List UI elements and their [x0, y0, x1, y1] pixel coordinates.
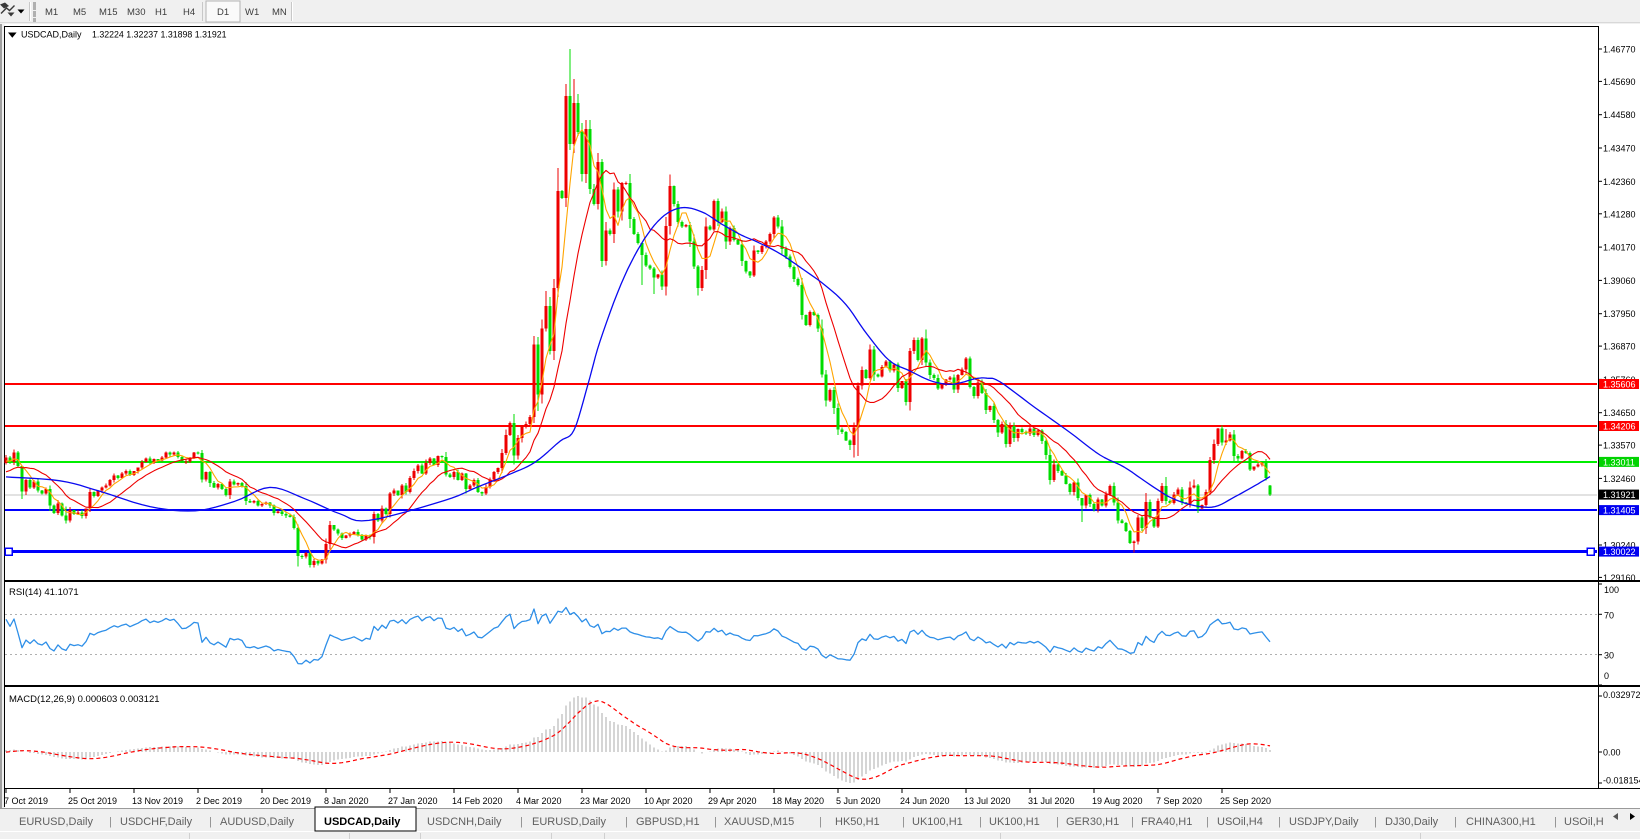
svg-text:USOil,H: USOil,H — [1564, 816, 1604, 828]
svg-text:|: | — [625, 816, 628, 828]
svg-text:XAUUSD,M15: XAUUSD,M15 — [724, 816, 794, 828]
svg-text:0.032972: 0.032972 — [1603, 690, 1640, 700]
svg-text:|: | — [1206, 816, 1209, 828]
svg-text:H1: H1 — [155, 7, 167, 18]
svg-text:1.36870: 1.36870 — [1603, 342, 1636, 352]
svg-text:USDJPY,Daily: USDJPY,Daily — [1289, 816, 1359, 828]
svg-text:|: | — [1131, 816, 1134, 828]
svg-text:10 Apr 2020: 10 Apr 2020 — [644, 796, 693, 806]
svg-text:|: | — [1374, 816, 1377, 828]
svg-text:23 Mar 2020: 23 Mar 2020 — [580, 796, 631, 806]
svg-text:20 Dec 2019: 20 Dec 2019 — [260, 796, 311, 806]
svg-text:GBPUSD,H1: GBPUSD,H1 — [636, 816, 700, 828]
svg-text:USDCAD,Daily: USDCAD,Daily — [324, 816, 401, 828]
svg-text:|: | — [1454, 816, 1457, 828]
svg-text:CHINA300,H1: CHINA300,H1 — [1466, 816, 1536, 828]
svg-text:1.37950: 1.37950 — [1603, 309, 1636, 319]
svg-text:7 Sep 2020: 7 Sep 2020 — [1156, 796, 1202, 806]
svg-text:1.33011: 1.33011 — [1603, 457, 1635, 467]
svg-text:HK50,H1: HK50,H1 — [835, 816, 880, 828]
svg-text:27 Jan 2020: 27 Jan 2020 — [388, 796, 438, 806]
svg-text:USOil,H4: USOil,H4 — [1217, 816, 1263, 828]
svg-text:|: | — [714, 816, 717, 828]
svg-text:H4: H4 — [183, 7, 195, 18]
svg-text:|: | — [209, 816, 212, 828]
svg-text:|: | — [109, 816, 112, 828]
svg-text:13 Jul 2020: 13 Jul 2020 — [964, 796, 1011, 806]
svg-text:UK100,H1: UK100,H1 — [912, 816, 963, 828]
svg-text:FRA40,H1: FRA40,H1 — [1141, 816, 1192, 828]
svg-text:|: | — [1278, 816, 1281, 828]
svg-text:1.31921: 1.31921 — [1603, 490, 1636, 500]
svg-text:DJ30,Daily: DJ30,Daily — [1385, 816, 1439, 828]
svg-text:13 Nov 2019: 13 Nov 2019 — [132, 796, 183, 806]
svg-text:1.32460: 1.32460 — [1603, 474, 1636, 484]
svg-text:|: | — [520, 816, 523, 828]
svg-text:4 Mar 2020: 4 Mar 2020 — [516, 796, 562, 806]
svg-text:1.32224 1.32237 1.31898 1.3192: 1.32224 1.32237 1.31898 1.31921 — [92, 30, 227, 40]
svg-text:M30: M30 — [127, 7, 145, 18]
svg-text:1.35606: 1.35606 — [1603, 380, 1636, 390]
svg-text:1.41280: 1.41280 — [1603, 209, 1636, 219]
svg-text:|: | — [1056, 816, 1059, 828]
svg-text:RSI(14) 41.1071: RSI(14) 41.1071 — [9, 587, 79, 598]
svg-text:19 Aug 2020: 19 Aug 2020 — [1092, 796, 1143, 806]
svg-text:EURUSD,Daily: EURUSD,Daily — [532, 816, 606, 828]
svg-text:1.42360: 1.42360 — [1603, 177, 1636, 187]
svg-text:29 Apr 2020: 29 Apr 2020 — [708, 796, 757, 806]
svg-text:25 Oct 2019: 25 Oct 2019 — [68, 796, 117, 806]
svg-text:USDCHF,Daily: USDCHF,Daily — [120, 816, 193, 828]
svg-text:|: | — [902, 816, 905, 828]
svg-text:1.39060: 1.39060 — [1603, 276, 1636, 286]
svg-text:M1: M1 — [45, 7, 58, 18]
svg-text:5 Jun 2020: 5 Jun 2020 — [836, 796, 881, 806]
svg-text:8 Jan 2020: 8 Jan 2020 — [324, 796, 369, 806]
svg-text:-0.018154: -0.018154 — [1603, 776, 1640, 786]
svg-text:D1: D1 — [217, 7, 229, 18]
svg-text:0: 0 — [1604, 671, 1609, 681]
svg-text:|: | — [979, 816, 982, 828]
svg-text:|: | — [819, 816, 822, 828]
svg-text:2 Dec 2019: 2 Dec 2019 — [196, 796, 242, 806]
svg-text:USDCAD,Daily: USDCAD,Daily — [21, 30, 82, 40]
svg-text:1.45690: 1.45690 — [1603, 77, 1636, 87]
svg-text:MN: MN — [272, 7, 287, 18]
svg-text:7 Oct 2019: 7 Oct 2019 — [4, 796, 48, 806]
svg-text:M5: M5 — [73, 7, 86, 18]
svg-text:1.43470: 1.43470 — [1603, 144, 1636, 154]
svg-text:0.00: 0.00 — [1603, 748, 1621, 758]
svg-text:UK100,H1: UK100,H1 — [989, 816, 1040, 828]
svg-text:1.44580: 1.44580 — [1603, 110, 1636, 120]
svg-text:30: 30 — [1604, 651, 1614, 661]
svg-text:EURUSD,Daily: EURUSD,Daily — [19, 816, 93, 828]
svg-text:MACD(12,26,9) 0.000603 0.00312: MACD(12,26,9) 0.000603 0.003121 — [9, 694, 160, 705]
svg-text:24 Jun 2020: 24 Jun 2020 — [900, 796, 950, 806]
svg-text:USDCNH,Daily: USDCNH,Daily — [427, 816, 502, 828]
svg-text:1.34206: 1.34206 — [1603, 422, 1636, 432]
svg-text:1.40170: 1.40170 — [1603, 243, 1636, 253]
svg-text:1.33570: 1.33570 — [1603, 441, 1636, 451]
svg-text:25 Sep 2020: 25 Sep 2020 — [1220, 796, 1271, 806]
svg-text:AUDUSD,Daily: AUDUSD,Daily — [220, 816, 294, 828]
svg-text:|: | — [1554, 816, 1557, 828]
svg-text:1.34650: 1.34650 — [1603, 408, 1636, 418]
svg-text:W1: W1 — [245, 7, 259, 18]
svg-text:1.46770: 1.46770 — [1603, 45, 1636, 55]
svg-text:GER30,H1: GER30,H1 — [1066, 816, 1119, 828]
svg-text:31 Jul 2020: 31 Jul 2020 — [1028, 796, 1075, 806]
svg-text:100: 100 — [1604, 585, 1619, 595]
svg-text:18 May 2020: 18 May 2020 — [772, 796, 824, 806]
svg-text:70: 70 — [1604, 610, 1614, 620]
svg-text:M15: M15 — [99, 7, 117, 18]
svg-text:1.30240: 1.30240 — [1603, 541, 1636, 551]
svg-text:1.31405: 1.31405 — [1603, 506, 1636, 516]
svg-text:1.29160: 1.29160 — [1603, 573, 1636, 583]
svg-text:14 Feb 2020: 14 Feb 2020 — [452, 796, 503, 806]
svg-text:1.30022: 1.30022 — [1603, 547, 1636, 557]
